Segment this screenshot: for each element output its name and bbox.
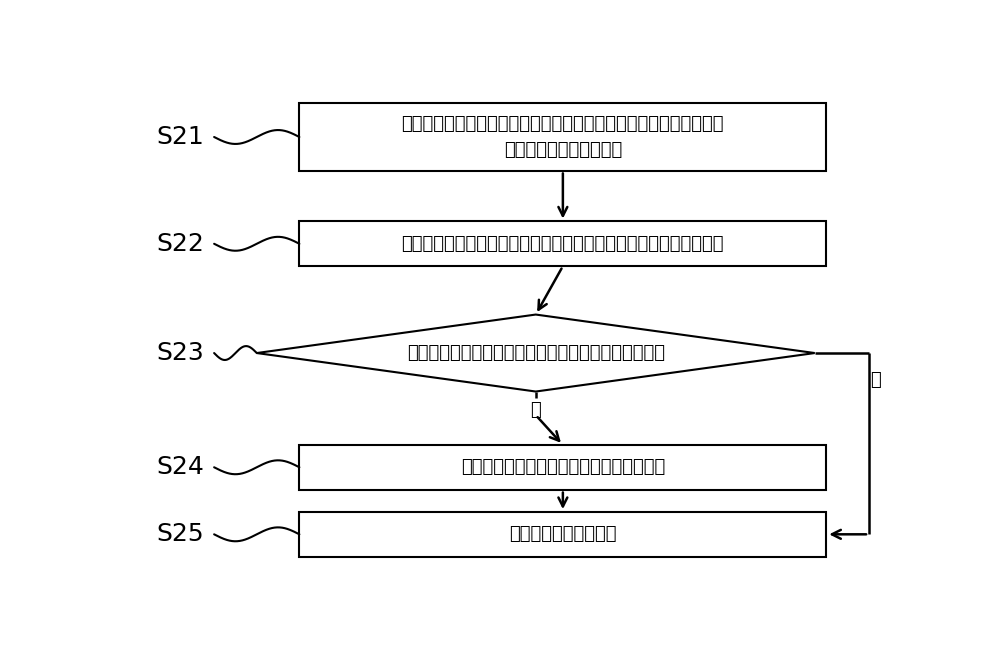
Text: 是: 是 (530, 401, 541, 419)
Text: S25: S25 (156, 522, 204, 546)
FancyBboxPatch shape (299, 221, 826, 266)
Text: 否: 否 (870, 372, 881, 390)
Text: 对比不同驱动模式下的热效率值，确定当前工况下的最佳驱动模式。: 对比不同驱动模式下的热效率值，确定当前工况下的最佳驱动模式。 (402, 235, 724, 253)
FancyBboxPatch shape (299, 512, 826, 557)
Text: 判断所述最佳驱动模式的置位时间是否达到预设时间。: 判断所述最佳驱动模式的置位时间是否达到预设时间。 (407, 344, 665, 362)
FancyBboxPatch shape (299, 103, 826, 170)
Text: S22: S22 (156, 232, 204, 256)
Text: S24: S24 (156, 455, 204, 479)
Polygon shape (257, 315, 815, 392)
Text: S23: S23 (156, 341, 204, 365)
Text: S21: S21 (156, 125, 204, 149)
FancyBboxPatch shape (299, 445, 826, 490)
Text: 维持在当前驱动模式。: 维持在当前驱动模式。 (509, 525, 617, 543)
Text: 获取车辆当前工况，基于车辆混动架构以及所述当前工况，计算不同
驱动模式下的热效率值。: 获取车辆当前工况，基于车辆混动架构以及所述当前工况，计算不同 驱动模式下的热效率… (402, 115, 724, 159)
Text: 将车辆驱动模式调整至所述最佳驱动模式。: 将车辆驱动模式调整至所述最佳驱动模式。 (461, 458, 665, 476)
